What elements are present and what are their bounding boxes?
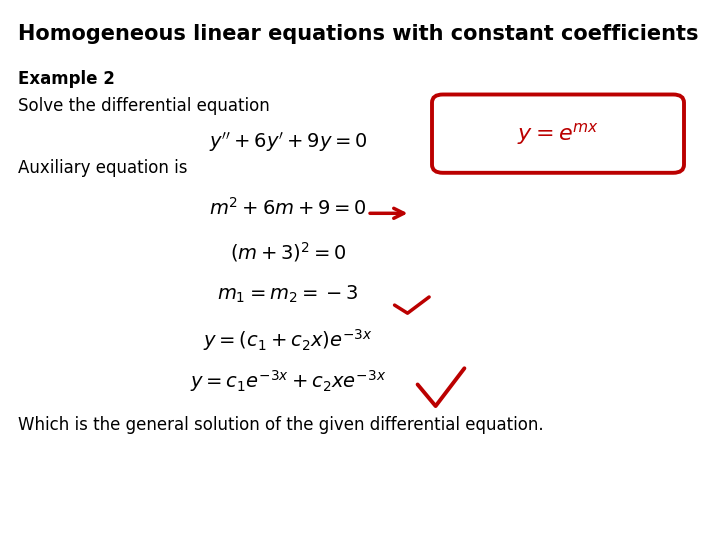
Text: $m_1=m_2=-3$: $m_1=m_2=-3$ [217,284,359,305]
Text: $y=c_1 e^{-3x}+c_2 xe^{-3x}$: $y=c_1 e^{-3x}+c_2 xe^{-3x}$ [190,368,386,394]
FancyBboxPatch shape [432,94,684,173]
Text: $y=(c_1+c_2 x)e^{-3x}$: $y=(c_1+c_2 x)e^{-3x}$ [203,327,373,353]
Text: Auxiliary equation is: Auxiliary equation is [18,159,187,177]
Text: $y''+6y'+9y=0$: $y''+6y'+9y=0$ [209,130,367,153]
Text: Solve the differential equation: Solve the differential equation [18,97,270,115]
Text: $m^2+6m+9=0$: $m^2+6m+9=0$ [209,197,367,219]
Text: Example 2: Example 2 [18,70,115,88]
Text: Homogeneous linear equations with constant coefficients: Homogeneous linear equations with consta… [18,24,698,44]
Text: Which is the general solution of the given differential equation.: Which is the general solution of the giv… [18,416,544,434]
Text: $(m+3)^2=0$: $(m+3)^2=0$ [230,240,346,264]
Text: $y=e^{mx}$: $y=e^{mx}$ [517,120,599,147]
